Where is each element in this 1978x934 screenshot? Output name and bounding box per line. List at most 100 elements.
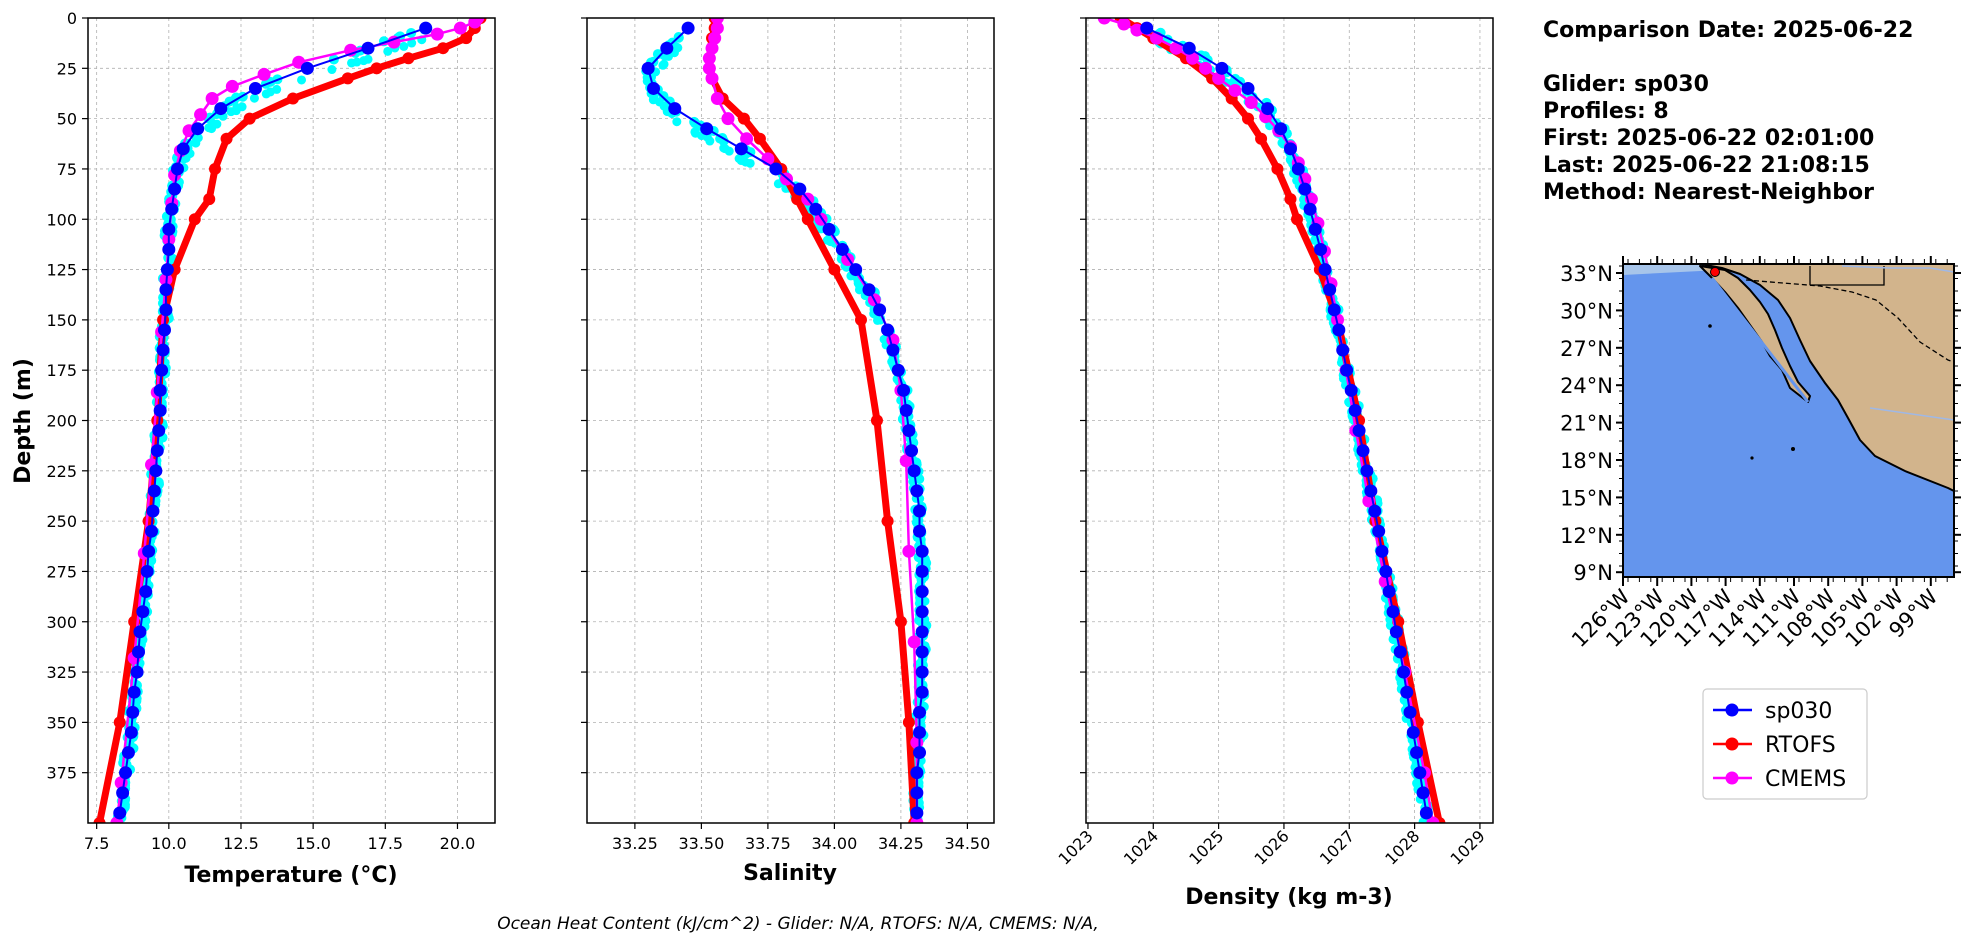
series-point-sp030 — [873, 303, 887, 317]
series-point-sp030 — [176, 142, 190, 156]
series-point-sp030 — [915, 625, 929, 639]
glider-raw-point — [383, 46, 393, 56]
salinity-glider-raw — [641, 32, 932, 823]
series-point-sp030 — [142, 544, 156, 558]
series-point-sp030 — [136, 605, 150, 619]
series-point-sp030 — [1375, 544, 1389, 558]
x-tick-label: 34.00 — [811, 834, 857, 853]
map-land-mainland — [1699, 264, 1954, 492]
legend-swatch-marker — [1725, 737, 1739, 751]
series-point-sp030 — [1379, 564, 1393, 578]
glider-raw-point — [261, 89, 271, 99]
method: Method: Nearest-Neighbor — [1543, 180, 1874, 205]
series-point-sp030 — [124, 725, 138, 739]
series-point-cmems — [1244, 96, 1258, 110]
temperature-xlabel: Temperature (°C) — [184, 863, 397, 888]
series-point-sp030 — [886, 343, 900, 357]
y-tick-label: 200 — [46, 412, 77, 431]
series-point-sp030 — [734, 142, 748, 156]
series-point-cmems — [721, 112, 735, 126]
map-lat-label: 18°N — [1560, 449, 1613, 473]
series-point-sp030 — [915, 645, 929, 659]
series-point-sp030 — [915, 685, 929, 699]
series-point-sp030 — [913, 524, 927, 538]
glider-raw-point — [327, 65, 337, 75]
depth-ylabel: Depth (m) — [11, 358, 36, 484]
glider-raw-point — [672, 117, 682, 127]
series-point-cmems — [902, 544, 916, 558]
glider-raw-point — [720, 144, 730, 154]
map-state-lines — [1809, 266, 1885, 286]
series-point-sp030 — [1314, 242, 1328, 256]
y-tick-label: 375 — [46, 764, 77, 783]
series-point-sp030 — [849, 263, 863, 277]
y-tick-label: 250 — [46, 512, 77, 531]
series-point-sp030 — [119, 766, 133, 780]
series-point-rtofs — [737, 112, 750, 125]
series-point-sp030 — [913, 705, 927, 719]
glider-raw-point — [672, 42, 682, 52]
density-series — [1097, 18, 1446, 823]
glider-raw-point — [237, 102, 247, 112]
series-point-rtofs — [870, 414, 883, 427]
comparison-date: Comparison Date: 2025-06-22 — [1543, 18, 1913, 43]
series-point-sp030 — [133, 625, 147, 639]
y-tick-label: 350 — [46, 713, 77, 732]
series-point-cmems — [907, 635, 921, 649]
series-point-sp030 — [162, 222, 176, 236]
series-point-sp030 — [681, 21, 695, 35]
series-point-sp030 — [127, 685, 141, 699]
depth-y-ticks: 0 25 50 75 100 125 150 175 200 225 250 275 300 325 350… — [46, 9, 88, 783]
series-point-sp030 — [153, 403, 167, 417]
series-point-sp030 — [899, 403, 913, 417]
series-point-cmems — [1185, 51, 1199, 65]
series-point-sp030 — [139, 585, 153, 599]
series-point-sp030 — [1360, 464, 1374, 478]
salinity-y-ticks — [581, 17, 587, 774]
last-time: Last: 2025-06-22 21:08:15 — [1543, 153, 1870, 178]
series-point-sp030 — [910, 786, 924, 800]
density-panel: 1023 1024 1025 1026 1027 1028 1029 Density (kg… — [1055, 17, 1494, 910]
series-point-sp030 — [156, 343, 170, 357]
glider-raw-point — [249, 93, 259, 103]
x-tick-label: 1026 — [1251, 826, 1293, 868]
x-tick-label: 33.75 — [745, 834, 791, 853]
series-point-sp030 — [1332, 323, 1346, 337]
series-point-sp030 — [153, 383, 167, 397]
series-point-rtofs — [828, 263, 841, 276]
map-island — [1791, 447, 1795, 451]
series-point-sp030 — [1323, 283, 1337, 297]
series-point-rtofs — [753, 132, 766, 145]
series-point-sp030 — [1396, 665, 1410, 679]
salinity-xlabel: Salinity — [743, 861, 837, 886]
series-point-rtofs — [203, 193, 216, 206]
series-point-sp030 — [862, 283, 876, 297]
series-point-sp030 — [1389, 625, 1403, 639]
legend-swatch-marker — [1725, 771, 1739, 785]
series-point-sp030 — [1318, 263, 1332, 277]
x-tick-label: 15.0 — [295, 834, 331, 853]
x-tick-label: 1028 — [1381, 826, 1423, 868]
series-point-sp030 — [1344, 383, 1358, 397]
x-tick-label: 7.5 — [84, 834, 109, 853]
series-point-sp030 — [902, 424, 916, 438]
series-line-sp030 — [647, 27, 924, 813]
series-point-cmems — [225, 79, 239, 93]
glider-raw-point — [212, 119, 222, 129]
series-point-sp030 — [1400, 685, 1414, 699]
series-point-sp030 — [155, 363, 169, 377]
series-point-sp030 — [668, 102, 682, 116]
series-point-sp030 — [162, 242, 176, 256]
series-point-cmems — [1169, 41, 1183, 55]
series-line-cmems — [115, 18, 479, 823]
map-lat-label: 15°N — [1560, 486, 1613, 510]
series-point-cmems — [702, 61, 716, 75]
series-point-rtofs — [1271, 162, 1284, 175]
x-tick-label: 1024 — [1120, 826, 1162, 868]
x-tick-label: 1025 — [1185, 826, 1227, 868]
series-point-sp030 — [660, 41, 674, 55]
glider-raw-point — [399, 41, 409, 51]
series-point-rtofs — [402, 52, 415, 65]
series-point-sp030 — [910, 766, 924, 780]
x-tick-label: 34.50 — [944, 834, 990, 853]
